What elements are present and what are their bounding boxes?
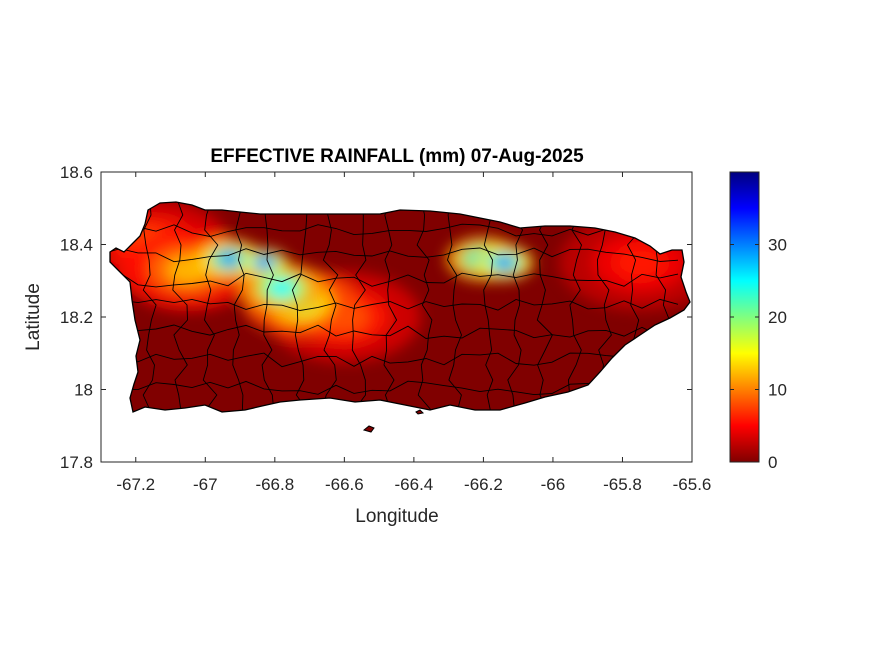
municipality-border	[416, 202, 433, 411]
municipality-border	[110, 324, 679, 339]
rainfall-core	[219, 252, 241, 266]
islet-south	[415, 409, 425, 415]
rainfall-core	[495, 256, 514, 269]
x-tick-label: -67	[193, 475, 218, 494]
municipality-border	[261, 202, 275, 411]
x-tick-label: -66.2	[464, 475, 503, 494]
municipality-border	[110, 380, 679, 396]
x-tick-label: -66.4	[395, 475, 434, 494]
y-axis: 17.8 18 18.2 18.4 18.6	[60, 163, 692, 472]
y-tick-label: 18.4	[60, 236, 93, 255]
rainfall-field	[110, 202, 690, 363]
x-tick-label: -66	[541, 475, 566, 494]
rainfall-core	[268, 279, 296, 297]
municipality-border	[351, 202, 367, 411]
municipality-border	[110, 298, 679, 311]
y-tick-label: 18.6	[60, 163, 93, 182]
municipality-border	[172, 202, 188, 411]
municipality-border	[110, 247, 679, 263]
municipality-border	[321, 202, 339, 411]
y-tick-label: 18.2	[60, 308, 93, 327]
municipality-border	[567, 202, 582, 411]
chart-title: EFFECTIVE RAINFALL (mm) 07-Aug-2025	[210, 146, 584, 167]
y-tick-label: 17.8	[60, 453, 93, 472]
x-axis: -67.2 -67 -66.8 -66.6 -66.4 -66.2 -66 -65.8 -65.…	[116, 172, 711, 494]
colorbar-ticks: 0 10 20 30	[730, 236, 787, 472]
municipality-boundaries	[110, 202, 679, 411]
x-tick-label: -67.2	[116, 475, 155, 494]
colorbar-tick-label: 30	[768, 236, 787, 255]
municipality-border	[291, 202, 308, 411]
island-outline	[109, 201, 691, 413]
municipality-border	[110, 352, 679, 368]
municipality-border	[383, 202, 398, 411]
y-axis-label: Latitude	[23, 283, 44, 351]
x-tick-label: -66.8	[255, 475, 294, 494]
municipality-border	[110, 272, 679, 288]
colorbar-tick-label: 10	[768, 381, 787, 400]
municipality-border	[483, 202, 494, 411]
colorbar-tick-label: 0	[768, 453, 777, 472]
island-map	[109, 201, 691, 433]
x-tick-label: -66.6	[325, 475, 364, 494]
colorbar-gradient	[729, 171, 760, 463]
y-tick-label: 18	[74, 381, 93, 400]
x-tick-label: -65.8	[603, 475, 642, 494]
rainfall-core	[257, 257, 272, 268]
municipality-border	[142, 202, 157, 411]
islet-caja-de-muertos	[362, 425, 375, 433]
municipality-border	[110, 223, 679, 237]
municipality-border	[202, 202, 219, 411]
colorbar-tick-label: 20	[768, 308, 787, 327]
colorbar: 0 10 20 30	[729, 171, 787, 472]
x-axis-label: Longitude	[355, 506, 438, 527]
x-tick-label: -65.6	[673, 475, 712, 494]
